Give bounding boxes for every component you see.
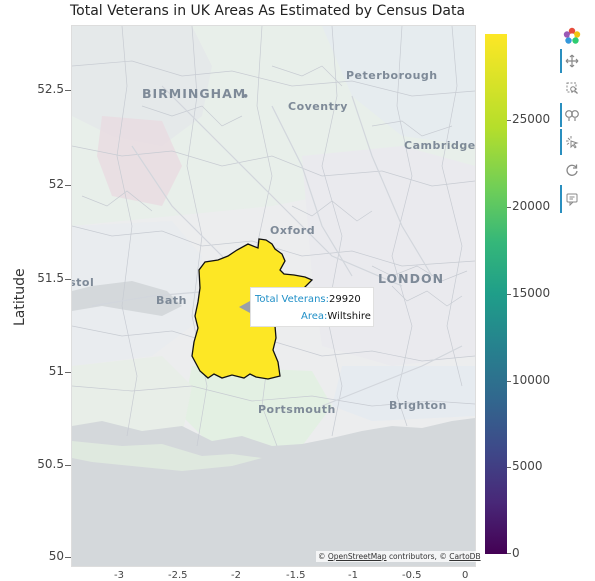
carto-link[interactable]: CartoDB xyxy=(449,552,481,561)
y-tick-label: 50.5 xyxy=(37,457,64,471)
region-tint xyxy=(332,366,475,421)
colorbar-tick xyxy=(507,553,511,554)
tooltip-row-area: Area:Wiltshire xyxy=(255,308,371,325)
y-tick-label: 50 xyxy=(48,549,64,563)
y-tick-mark xyxy=(65,185,71,186)
colorbar-label: 10000 xyxy=(512,373,551,387)
hover-tooltip: Total Veterans:29920 Area:Wiltshire xyxy=(250,287,374,327)
x-tick-label: -1.5 xyxy=(286,570,306,581)
attribution-prefix: © xyxy=(318,552,326,561)
tooltip-pointer xyxy=(239,301,250,313)
tooltip-key: Total Veterans: xyxy=(255,294,329,305)
city-label: Portsmouth xyxy=(258,403,336,416)
active-tool-indicator xyxy=(560,103,562,127)
city-label: Bath xyxy=(156,294,187,307)
y-tick-label: 52 xyxy=(48,177,64,191)
wheel-zoom-icon[interactable] xyxy=(560,104,584,126)
y-tick-label: 51.5 xyxy=(37,271,64,285)
region-tint xyxy=(97,116,182,206)
active-tool-indicator xyxy=(560,129,562,155)
colorbar-tick xyxy=(507,120,511,121)
colorbar-tick xyxy=(507,294,511,295)
active-tool-indicator xyxy=(560,185,562,213)
city-label: Brighton xyxy=(389,399,447,412)
colorbar-tick xyxy=(507,381,511,382)
x-tick-label: -0.5 xyxy=(402,570,422,581)
colorbar-label: 15000 xyxy=(512,286,551,300)
reset-icon[interactable] xyxy=(560,159,584,181)
active-tool-indicator xyxy=(560,49,562,73)
y-tick-label: 51 xyxy=(48,364,64,378)
y-tick-mark xyxy=(65,279,71,280)
colorbar-label: 5000 xyxy=(512,459,543,473)
road-lines xyxy=(91,85,463,407)
chart-title: Total Veterans in UK Areas As Estimated … xyxy=(70,3,466,19)
osm-link[interactable]: OpenStreetMap xyxy=(327,552,387,561)
x-tick-label: -2.5 xyxy=(168,570,188,581)
box-zoom-icon[interactable] xyxy=(560,77,584,99)
y-tick-mark xyxy=(65,372,71,373)
bokeh-logo-icon[interactable] xyxy=(560,25,584,47)
city-label: Cambridge xyxy=(404,139,476,152)
color-bar xyxy=(485,34,507,554)
city-label: Oxford xyxy=(270,224,316,237)
y-tick-mark xyxy=(65,557,71,558)
pan-icon[interactable] xyxy=(560,50,584,72)
city-label: BIRMINGHAM xyxy=(142,86,247,101)
tooltip-row-veterans: Total Veterans:29920 xyxy=(255,291,369,308)
city-label: Bristol xyxy=(71,276,95,289)
colorbar-label: 25000 xyxy=(512,112,551,126)
tooltip-value: Wiltshire xyxy=(327,311,371,322)
colorbar-label: 20000 xyxy=(512,199,551,213)
colorbar-label: 0 xyxy=(512,546,520,560)
region-tint xyxy=(72,26,212,146)
city-label: Coventry xyxy=(288,100,348,113)
colorbar-tick xyxy=(507,467,511,468)
y-tick-mark xyxy=(65,90,71,91)
colorbar-tick xyxy=(507,207,511,208)
coastal-strip xyxy=(72,441,262,471)
tap-icon[interactable] xyxy=(560,131,584,153)
estuary-area xyxy=(72,281,182,316)
hover-icon[interactable] xyxy=(560,188,584,210)
attribution-middle: contributors, © xyxy=(388,552,447,561)
tooltip-key: Area: xyxy=(301,311,328,322)
x-tick-label: -3 xyxy=(114,570,124,581)
y-tick-label: 52.5 xyxy=(37,82,64,96)
region-tint xyxy=(182,366,332,456)
city-label: LONDON xyxy=(378,271,445,286)
city-label: Peterborough xyxy=(346,69,438,82)
x-tick-label: 0 xyxy=(462,570,469,581)
city-dot-label: • xyxy=(242,90,250,103)
tooltip-value: 29920 xyxy=(328,294,361,305)
y-tick-mark xyxy=(65,465,71,466)
x-tick-label: -1 xyxy=(348,570,358,581)
map-attribution: © OpenStreetMap contributors, © CartoDB xyxy=(316,551,483,562)
x-tick-label: -2 xyxy=(231,570,241,581)
